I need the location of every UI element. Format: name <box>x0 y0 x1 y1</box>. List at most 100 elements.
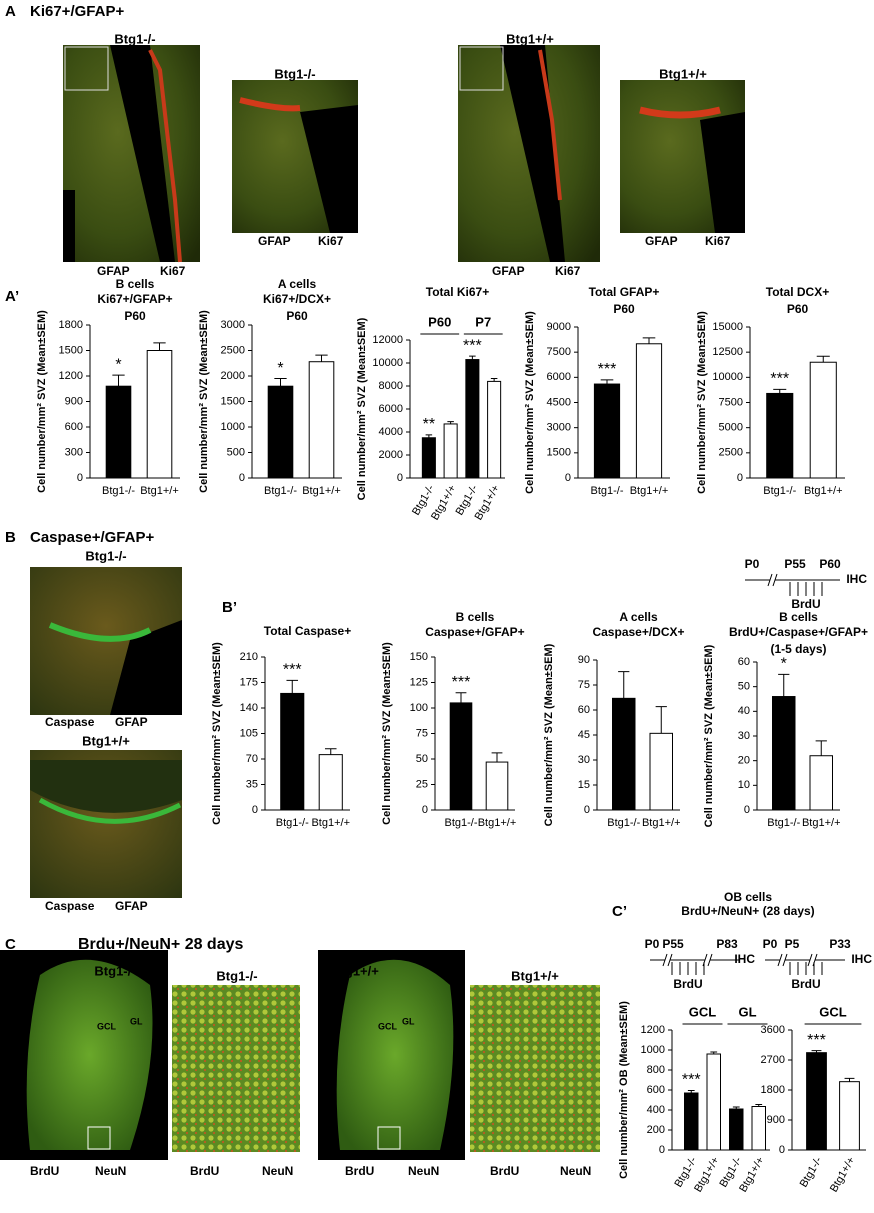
genotype-label: Btg1-/- <box>216 968 257 983</box>
pulse-arrows <box>671 962 705 975</box>
bar <box>593 383 621 479</box>
error-bar <box>469 355 476 360</box>
timepoint: IHC <box>734 952 755 966</box>
y-axis-label: Cell number/mm² SVZ (Mean±SEM) <box>36 310 48 493</box>
y-tick-label: 0 <box>737 472 743 484</box>
inset-box <box>64 46 109 91</box>
y-tick-label: 175 <box>240 676 258 688</box>
timepoint: P0 <box>763 937 778 951</box>
bar <box>729 1108 744 1151</box>
stain-label: GFAP <box>258 234 291 248</box>
error-bar <box>425 434 433 438</box>
group-label: GCL <box>689 1004 717 1019</box>
region-label: GCL <box>378 1021 398 1031</box>
olfactory-bulb <box>336 959 454 1150</box>
y-tick-label: 3000 <box>221 319 245 331</box>
stain-label: BrdU <box>30 1164 59 1178</box>
error-bar <box>315 354 328 362</box>
x-tick-label: Btg1-/- <box>444 817 477 829</box>
chart-title: Ki67+/GFAP+ <box>97 292 172 306</box>
error-bar <box>710 1051 718 1054</box>
y-tick-label: 8000 <box>379 380 403 392</box>
y-tick-label: 2500 <box>221 344 245 356</box>
y-tick-label: 50 <box>738 681 750 693</box>
genotype-label: Btg1+/+ <box>82 733 130 748</box>
bar <box>487 380 502 479</box>
bar <box>684 1092 699 1151</box>
olfactory-bulb <box>26 959 153 1150</box>
significance: *** <box>682 1072 701 1089</box>
error-bar <box>286 679 299 694</box>
y-tick-label: 200 <box>647 1124 665 1136</box>
panel-title: Ki67+/GFAP+ <box>30 3 124 20</box>
group-label: GCL <box>819 1004 847 1019</box>
stain-label: GFAP <box>492 264 525 278</box>
y-tick-label: 1500 <box>221 395 245 407</box>
significance: *** <box>452 674 471 691</box>
y-tick-label: 15 <box>578 779 590 791</box>
genotype-label: Btg1+/+ <box>331 963 379 978</box>
region-label: GL <box>130 1016 143 1026</box>
y-tick-label: 5000 <box>719 422 743 434</box>
micrographs <box>0 45 745 1160</box>
bar <box>465 359 480 479</box>
genotype-label: Btg1+/+ <box>659 66 707 81</box>
chart-subtitle: P60 <box>124 309 146 323</box>
panel-letter: C’ <box>612 903 627 920</box>
bar <box>751 1106 766 1151</box>
error-bar <box>490 378 498 382</box>
timeline <box>765 953 845 967</box>
y-tick-label: 0 <box>239 472 245 484</box>
y-tick-label: 1000 <box>221 421 245 433</box>
y-tick-label: 0 <box>744 804 750 816</box>
y-tick-label: 1200 <box>641 1024 665 1036</box>
significance: *** <box>598 361 617 378</box>
error-bar <box>324 748 337 755</box>
ventricle <box>110 620 182 715</box>
bar <box>612 697 636 811</box>
chart-title: Caspase+/DCX+ <box>592 625 684 639</box>
x-tick-label: Btg1-/- <box>590 485 623 497</box>
chart-subtitle: P60 <box>787 302 809 316</box>
stain-label: Caspase <box>45 899 95 913</box>
inset-box <box>459 46 504 91</box>
x-tick-label: Btg1+/+ <box>804 485 843 497</box>
y-tick-label: 800 <box>647 1064 665 1076</box>
pulse-label: BrdU <box>791 977 820 991</box>
y-tick-label: 9000 <box>547 321 571 333</box>
bar <box>308 361 335 479</box>
error-bar <box>274 378 287 387</box>
y-tick-label: 150 <box>410 651 428 663</box>
chart-title: A cells <box>278 277 317 291</box>
x-tick-label: Btg1-/- <box>276 817 309 829</box>
x-tick-label: Btg1+/+ <box>140 485 179 497</box>
x-tick-label: Btg1-/- <box>102 485 135 497</box>
stain-label: BrdU <box>490 1164 519 1178</box>
bar <box>649 732 673 811</box>
stain-band <box>239 97 301 112</box>
y-tick-label: 2700 <box>761 1054 785 1066</box>
error-bar <box>455 692 467 703</box>
y-tick-label: 0 <box>779 1144 785 1156</box>
y-axis-label: Cell number/mm² SVZ (Mean±SEM) <box>356 317 368 500</box>
chart-subtitle: P60 <box>286 309 308 323</box>
timepoint: P83 <box>716 937 738 951</box>
x-tick-label: Btg1-/- <box>763 485 796 497</box>
y-tick-label: 600 <box>647 1084 665 1096</box>
y-tick-label: 0 <box>397 472 403 484</box>
y-tick-label: 30 <box>738 730 750 742</box>
error-bar <box>816 355 830 363</box>
error-bar <box>600 379 614 385</box>
significance: *** <box>807 1032 826 1049</box>
bar <box>280 692 305 811</box>
significance: *** <box>283 662 302 679</box>
bar <box>839 1081 860 1151</box>
bar <box>809 361 837 479</box>
ventricle <box>700 112 745 233</box>
group-label: P60 <box>428 314 451 329</box>
y-tick-label: 75 <box>578 679 590 691</box>
pulse-label: BrdU <box>673 977 702 991</box>
y-tick-label: 4500 <box>547 396 571 408</box>
pulse-arrows <box>789 582 823 596</box>
stain-band <box>639 106 721 119</box>
